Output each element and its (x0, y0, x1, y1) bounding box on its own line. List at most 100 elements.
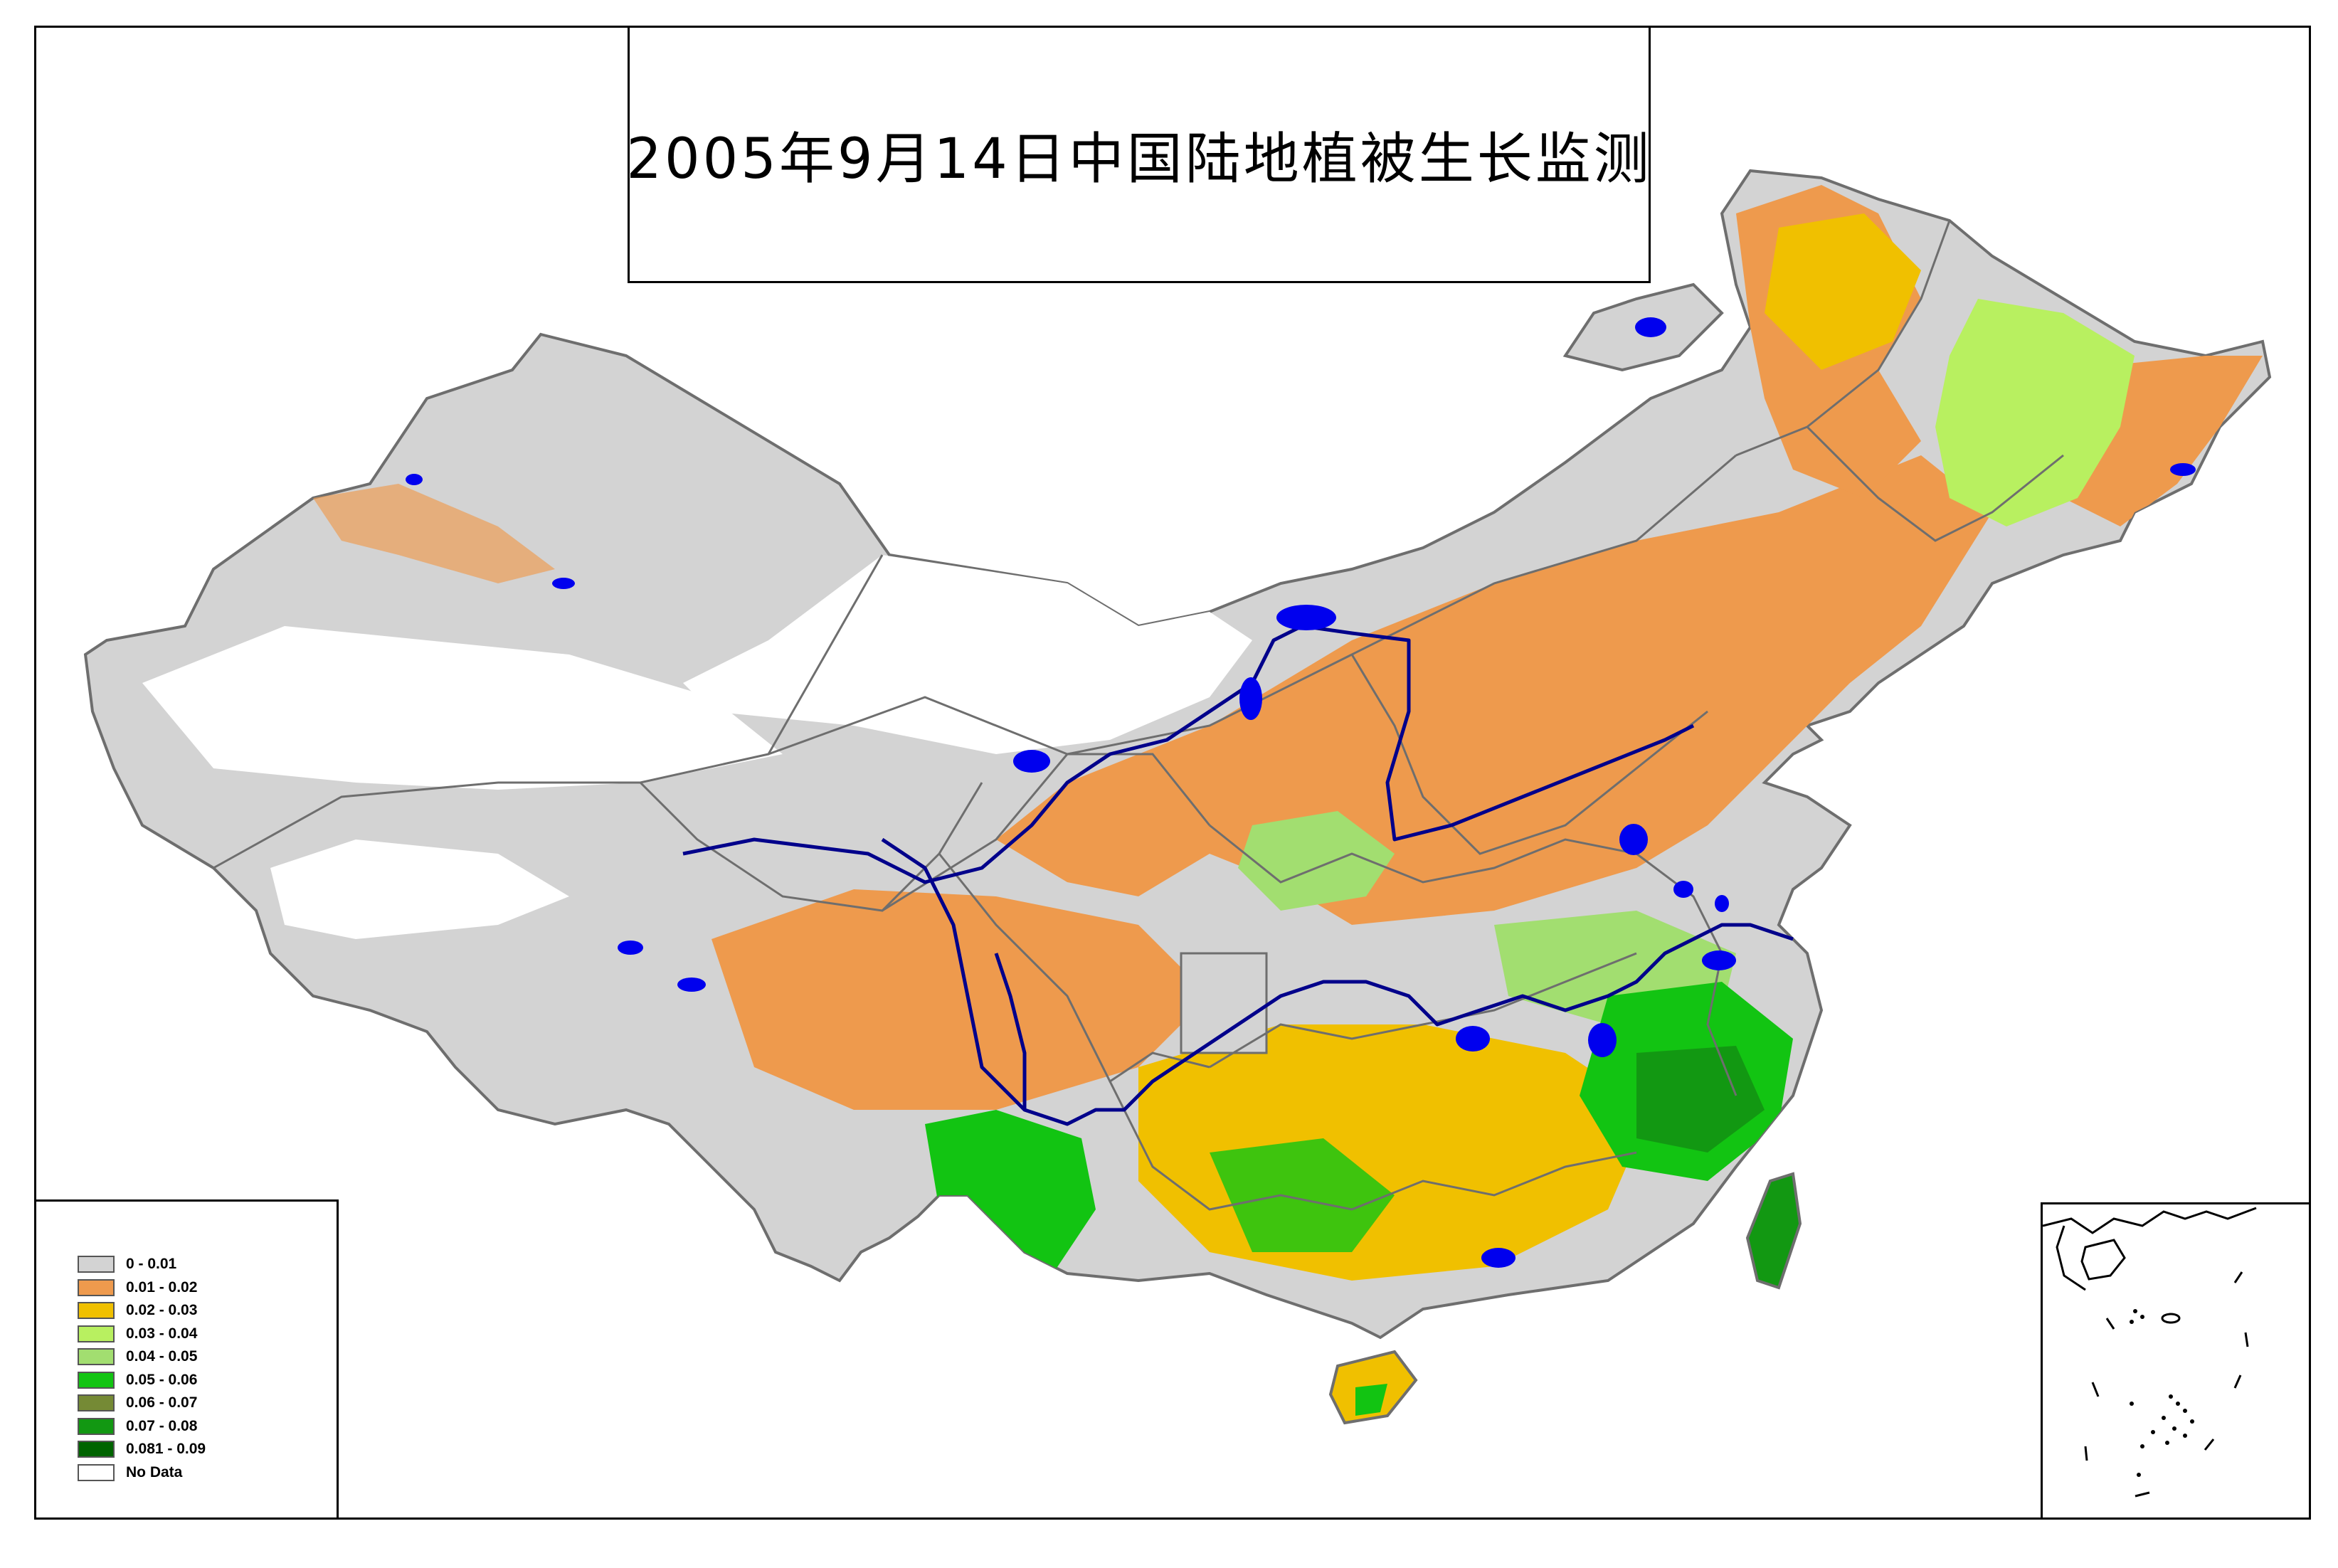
lake-qinghai (1013, 750, 1050, 773)
inset-dash-7 (2233, 1374, 2242, 1389)
boundary-sichuan (938, 853, 1210, 1084)
lake-hetao (1239, 677, 1262, 720)
legend-label: 0.03 - 0.04 (126, 1325, 198, 1342)
legend-swatch (78, 1302, 115, 1320)
lake-chao (1702, 950, 1736, 970)
zone-no-data-tibet (270, 839, 569, 939)
boundary-northeast-1 (1735, 220, 1951, 457)
zone-lightgreen-shaanxi (1238, 811, 1395, 911)
inset-dot (2176, 1402, 2180, 1406)
legend-swatch (78, 1256, 115, 1273)
jinsha-tributary (994, 953, 1027, 1110)
inset-dot (2183, 1409, 2187, 1413)
zone-green-guangxi (1210, 1138, 1395, 1252)
inset-islands (2130, 1309, 2194, 1477)
lakes (406, 317, 2196, 1268)
hainan-green (1355, 1384, 1387, 1416)
inset-dash-5 (2233, 1271, 2243, 1283)
lake-wuliangsuhai (1276, 605, 1336, 630)
inset-dot (2133, 1309, 2137, 1313)
boundary-south (1109, 1081, 1637, 1211)
legend-item: 0.04 - 0.05 (78, 1345, 206, 1369)
legend-item: 0.081 - 0.09 (78, 1438, 206, 1461)
zone-no-data-xinjiang (142, 626, 783, 790)
boundary-central-2 (1209, 952, 1637, 1069)
legend-swatch (78, 1348, 115, 1366)
legend-label: 0.05 - 0.06 (126, 1371, 198, 1388)
legend-label: 0.02 - 0.03 (126, 1302, 198, 1319)
inset-dot (2183, 1434, 2187, 1438)
map-title: 2005年9月14日中国陆地植被生长监测 (626, 127, 1652, 191)
legend-label: 0.04 - 0.05 (126, 1348, 198, 1365)
legend-label: 0.01 - 0.02 (126, 1278, 198, 1296)
inset-map (2042, 1207, 2257, 1498)
lake-poyang (1588, 1023, 1617, 1057)
legend-swatch (78, 1325, 115, 1342)
inset-dot (2140, 1315, 2144, 1319)
boundary-northeast-2 (1806, 425, 2064, 542)
south-china-sea-inset (2041, 1202, 2311, 1520)
lake-hulun (1635, 317, 1666, 337)
legend-item: 0.07 - 0.08 (78, 1415, 206, 1439)
legend-swatch (78, 1394, 115, 1412)
inset-dot (2162, 1416, 2166, 1420)
inset-vietnam-coast (2056, 1225, 2086, 1291)
legend-label: No Data (126, 1463, 183, 1480)
lake-weishan (1619, 824, 1648, 855)
boundary-inner-mongolia (768, 454, 1737, 756)
legend-label: 0.07 - 0.08 (126, 1417, 198, 1434)
legend-label: 0.06 - 0.07 (126, 1394, 198, 1411)
legend-box: 0 - 0.01 0.01 - 0.02 0.02 - 0.03 0.03 - … (34, 1199, 339, 1520)
inset-dot (2169, 1394, 2173, 1399)
yangtze-river (881, 837, 1794, 1126)
legend-item: 0.05 - 0.06 (78, 1369, 206, 1392)
lake-gaoyou (1715, 895, 1729, 912)
boundary-gansu (882, 753, 1211, 912)
inset-islet (2161, 1313, 2181, 1324)
vegetation-zones (142, 185, 2263, 1281)
boundary-tibet-qinghai (639, 781, 983, 912)
zone-orange-xinjiang-north (313, 484, 555, 583)
legend-item: 0.06 - 0.07 (78, 1392, 206, 1415)
legend-item: 0 - 0.01 (78, 1253, 206, 1276)
inset-dot (2130, 1320, 2134, 1324)
legend-swatch (78, 1463, 115, 1481)
legend-swatch (78, 1441, 115, 1458)
taiwan-island (1745, 1172, 1802, 1290)
lake-xingkai (2170, 463, 2196, 476)
inset-dot (2137, 1473, 2141, 1477)
lake-xinjiang-1 (406, 474, 423, 485)
inset-dot (2165, 1441, 2169, 1445)
yellow-river (682, 624, 1695, 884)
inset-dash-3 (2084, 1446, 2088, 1461)
rivers (682, 624, 1794, 1126)
inset-dot (2151, 1430, 2155, 1434)
inset-dot (2172, 1426, 2176, 1431)
inset-dot (2130, 1402, 2134, 1406)
legend-item: 0.02 - 0.03 (78, 1299, 206, 1323)
zone-darkgreen-fujian (1636, 1046, 1765, 1153)
inset-dash-1 (2105, 1318, 2115, 1330)
legend-swatch (78, 1278, 115, 1296)
legend-item: 0.01 - 0.02 (78, 1276, 206, 1300)
zone-lightgreen-northeast (1935, 299, 2135, 526)
zone-orange-north (996, 455, 1992, 925)
lake-tibet-2 (677, 978, 706, 992)
legend-label: 0 - 0.01 (126, 1256, 177, 1273)
inset-dash-2 (2091, 1382, 2100, 1397)
lake-hongze (1673, 881, 1693, 898)
inset-dash-4 (2135, 1491, 2150, 1498)
title-box: 2005年9月14日中国陆地植被生长监测 (626, 26, 1652, 283)
zone-no-data-sichuan (1180, 952, 1268, 1054)
boundary-north-china (1350, 654, 1708, 855)
inset-dot (2190, 1419, 2194, 1424)
legend-list: 0 - 0.01 0.01 - 0.02 0.02 - 0.03 0.03 - … (78, 1253, 206, 1484)
lake-tibet-1 (618, 941, 643, 955)
lake-dongting (1456, 1026, 1490, 1051)
lake-xinjiang-2 (552, 578, 575, 589)
inset-dash-6 (2244, 1332, 2249, 1347)
zone-yellow-northeast (1765, 213, 1921, 370)
inset-hainan (2080, 1239, 2126, 1281)
inset-dash-8 (2204, 1439, 2215, 1451)
